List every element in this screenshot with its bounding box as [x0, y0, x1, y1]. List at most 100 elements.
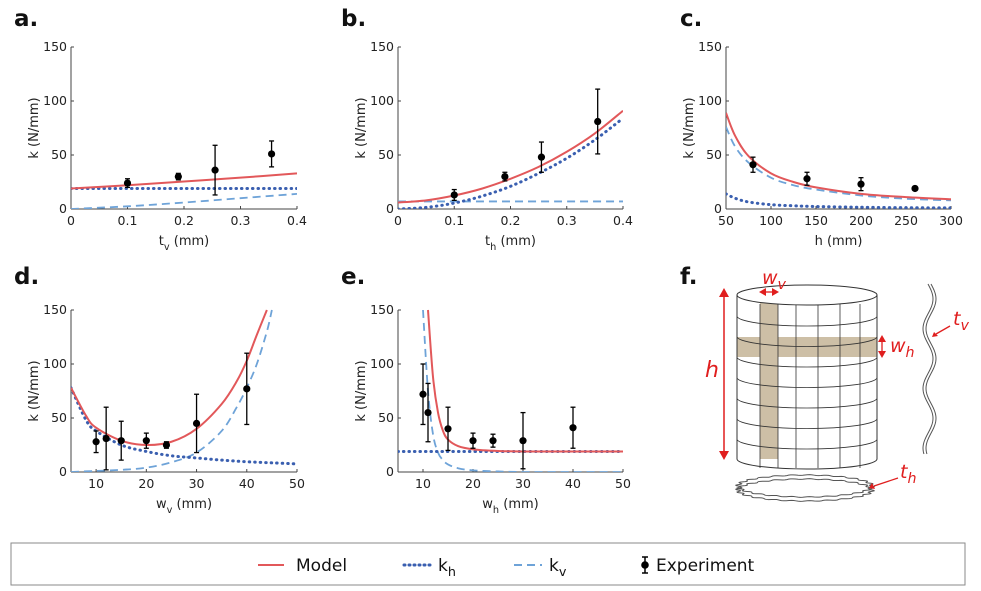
y-tick-label: 100	[698, 93, 722, 108]
x-tick-label: 0.3	[557, 213, 577, 228]
x-tick-label: 100	[759, 213, 783, 228]
y-tick-label: 50	[51, 147, 67, 162]
experiment-marker	[569, 424, 577, 432]
height-label: h	[705, 358, 719, 383]
experiment-point	[537, 141, 546, 173]
experiment-point	[267, 140, 276, 168]
x-tick-label: 40	[239, 476, 255, 491]
series-kv-line	[71, 309, 273, 472]
cylinder-bottom	[736, 458, 878, 470]
experiment-marker	[450, 191, 458, 199]
cylinder-diagram: f. h wv wh tv th	[680, 264, 969, 502]
experiment-point	[489, 433, 497, 448]
tv-label: tv	[953, 308, 969, 334]
experiment-point	[174, 172, 182, 181]
wavy-ring	[734, 474, 876, 498]
experiment-point	[243, 352, 251, 426]
arrow-head	[719, 451, 729, 460]
experiment-marker	[211, 166, 219, 174]
legend-model-label: Model	[296, 556, 347, 576]
experiment-marker	[123, 179, 132, 187]
chart-panel-a: a. 0 50 100 150 0 0.1 0.2 0.3 0.4 k (N/mm) tv (mm)	[14, 6, 307, 253]
y-axis-label: k (N/mm)	[682, 97, 697, 158]
panel-label: d.	[14, 264, 39, 290]
experiment-point	[857, 177, 865, 192]
x-tick-label: 40	[565, 476, 581, 491]
x-tick-label: 0.2	[174, 213, 194, 228]
x-axis-label: th (mm)	[485, 234, 536, 253]
y-tick-label: 150	[43, 302, 67, 317]
y-tick-label: 50	[378, 147, 394, 162]
experiment-point	[594, 88, 602, 155]
y-tick-label: 0	[386, 201, 394, 216]
arrow-head	[932, 332, 938, 337]
panel-label: e.	[341, 264, 365, 290]
wavy-strip	[922, 283, 934, 455]
y-tick-label: 0	[59, 201, 67, 216]
x-tick-label: 30	[515, 476, 531, 491]
x-tick-label: 0.4	[287, 213, 307, 228]
x-tick-label: 20	[138, 476, 154, 491]
experiment-marker	[537, 153, 546, 161]
tv-arrow	[935, 325, 951, 335]
x-axis-label: wv (mm)	[156, 497, 212, 516]
y-tick-label: 0	[714, 201, 722, 216]
wavy-strip	[925, 283, 937, 455]
arrow-head	[759, 288, 766, 296]
y-tick-label: 100	[370, 356, 394, 371]
x-axis-label: tv (mm)	[159, 234, 210, 253]
grid-ring	[736, 336, 878, 347]
x-tick-label: 20	[465, 476, 481, 491]
experiment-marker	[117, 437, 125, 445]
cylinder-grid	[736, 284, 878, 470]
x-tick-label: 300	[939, 213, 963, 228]
x-tick-label: 30	[189, 476, 205, 491]
experiment-point	[424, 382, 432, 443]
arrow-head	[719, 288, 729, 297]
vertical-band	[760, 295, 778, 459]
panel-label-f: f.	[680, 264, 698, 290]
series-kv-line	[726, 126, 951, 202]
wv-label: wv	[762, 267, 787, 293]
wavy-ring	[734, 478, 876, 502]
y-tick-label: 100	[370, 93, 394, 108]
x-tick-label: 50	[615, 476, 631, 491]
series-kh-line	[71, 386, 297, 466]
experiment-marker	[102, 434, 110, 443]
x-tick-label: 250	[894, 213, 918, 228]
arrow-head	[869, 483, 875, 489]
x-tick-label: 50	[289, 476, 305, 491]
x-tick-label: 200	[849, 213, 873, 228]
x-tick-label: 0.1	[118, 213, 138, 228]
experiment-marker	[444, 425, 452, 433]
legend: Model kh kv Experiment	[10, 542, 966, 586]
experiment-point	[117, 420, 125, 461]
wh-label: wh	[890, 335, 915, 361]
cylinder-top	[736, 284, 878, 306]
legend-kh-label: kh	[438, 556, 456, 580]
experiment-marker	[192, 419, 201, 427]
experiment-marker	[162, 441, 171, 449]
x-tick-label: 0.1	[444, 213, 464, 228]
y-tick-label: 50	[706, 147, 722, 162]
experiment-point	[162, 441, 171, 449]
series-kv-line	[71, 192, 297, 209]
grid-ring	[736, 356, 878, 368]
experiment-point	[192, 393, 201, 454]
panel-label: c.	[680, 6, 702, 32]
series-model-line	[71, 309, 268, 447]
series-model-line	[726, 112, 951, 201]
panel-label: b.	[341, 6, 366, 32]
experiment-marker	[92, 438, 100, 446]
experiment-marker	[489, 437, 497, 445]
x-tick-label: 10	[88, 476, 104, 491]
legend-experiment-swatch	[641, 556, 649, 574]
y-axis-label: k (N/mm)	[27, 360, 42, 421]
x-tick-label: 50	[718, 213, 734, 228]
y-tick-label: 150	[698, 39, 722, 54]
horizontal-band	[737, 337, 877, 357]
experiment-point	[803, 171, 811, 186]
legend-kv-label: kv	[549, 556, 567, 580]
experiment-marker	[803, 175, 811, 183]
